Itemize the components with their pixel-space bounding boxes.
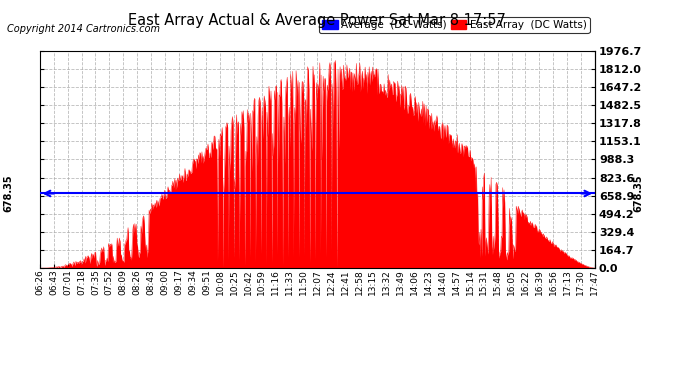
Text: East Array Actual & Average Power Sat Mar 8 17:57: East Array Actual & Average Power Sat Ma… <box>128 13 506 28</box>
Text: 678.35: 678.35 <box>3 175 13 212</box>
Legend: Average  (DC Watts), East Array  (DC Watts): Average (DC Watts), East Array (DC Watts… <box>319 16 589 33</box>
Text: 678.35: 678.35 <box>633 175 643 212</box>
Text: Copyright 2014 Cartronics.com: Copyright 2014 Cartronics.com <box>7 24 160 34</box>
